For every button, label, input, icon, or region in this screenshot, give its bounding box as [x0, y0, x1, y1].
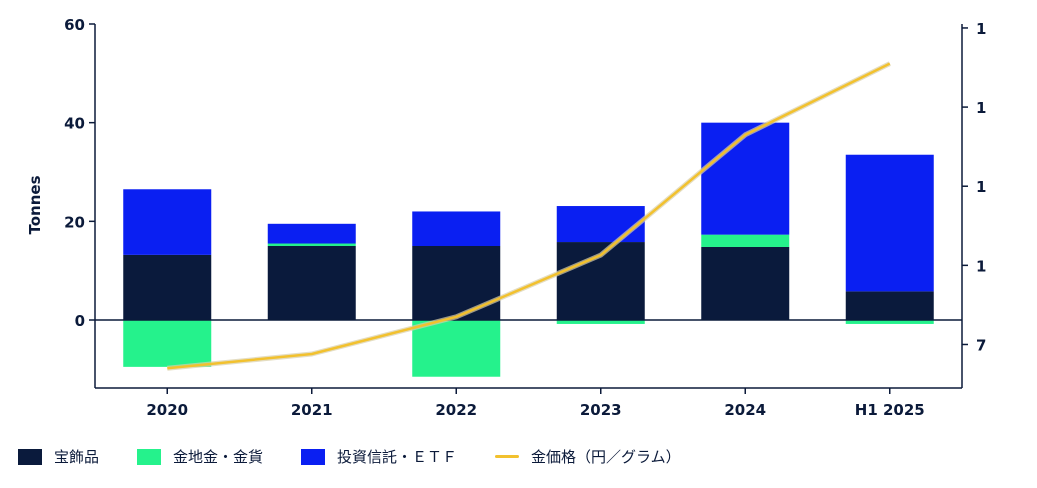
legend-item-etf: 投資信託・ＥＴＦ	[301, 446, 457, 467]
bar-2-4	[701, 122, 790, 235]
x-tick-label: 2023	[580, 401, 622, 419]
legend-item-gold-price: 金価格（円／グラム）	[495, 446, 681, 467]
gold-price-line	[167, 62, 891, 370]
legend-item-bars-coins: 金地金・金貨	[137, 446, 263, 467]
bar-1-2	[412, 320, 501, 377]
legend: 宝飾品 金地金・金貨 投資信託・ＥＴＦ 金価格（円／グラム）	[18, 446, 719, 467]
x-tick-label: 2022	[435, 401, 477, 419]
bar-1-3	[556, 320, 645, 324]
bar-1-4	[701, 234, 790, 247]
y-tick-label: 40	[64, 115, 85, 133]
y2-tick-label: 1	[976, 178, 986, 196]
legend-line-gold-price	[495, 455, 520, 458]
y-axis-label: Tonnes	[26, 175, 44, 234]
bar-1-5	[845, 320, 934, 324]
x-tick-label: 2020	[146, 401, 188, 419]
y-tick-label: 60	[64, 16, 85, 34]
legend-label-gold-price: 金価格（円／グラム）	[531, 448, 681, 466]
bar-0-2	[412, 246, 501, 320]
bar-2-1	[267, 223, 356, 244]
y-tick-label: 0	[75, 312, 85, 330]
bar-1-1	[267, 243, 356, 246]
y2-tick-label: 7	[976, 336, 986, 354]
x-tick-label: 2021	[291, 401, 333, 419]
bar-1-0	[123, 320, 212, 367]
bar-0-0	[123, 254, 212, 320]
bar-0-4	[701, 246, 790, 320]
bar-0-5	[845, 291, 934, 320]
y2-tick-label: 1	[976, 20, 986, 38]
bar-2-2	[412, 211, 501, 246]
legend-swatch-jewelry	[18, 448, 42, 465]
bar-2-0	[123, 189, 212, 255]
x-tick-label: 2024	[724, 401, 766, 419]
y-tick-label: 20	[64, 213, 85, 231]
legend-swatch-bars-coins	[137, 448, 162, 465]
bar-0-1	[267, 246, 356, 320]
legend-label-etf: 投資信託・ＥＴＦ	[337, 448, 458, 466]
y2-tick-label: 1	[976, 257, 986, 275]
legend-label-jewelry: 宝飾品	[54, 448, 100, 466]
chart: Tonnes 2020 2021 2022 2023 2024 H1 2025 0 20 40 6…	[26, 16, 986, 419]
y2-tick-label: 1	[976, 99, 986, 117]
legend-item-jewelry: 宝飾品	[18, 446, 99, 467]
legend-swatch-etf	[301, 448, 326, 465]
bar-2-5	[845, 154, 934, 292]
x-tick-label: H1 2025	[855, 401, 925, 419]
bar-2-3	[556, 206, 645, 243]
legend-label-bars-coins: 金地金・金貨	[173, 448, 264, 466]
